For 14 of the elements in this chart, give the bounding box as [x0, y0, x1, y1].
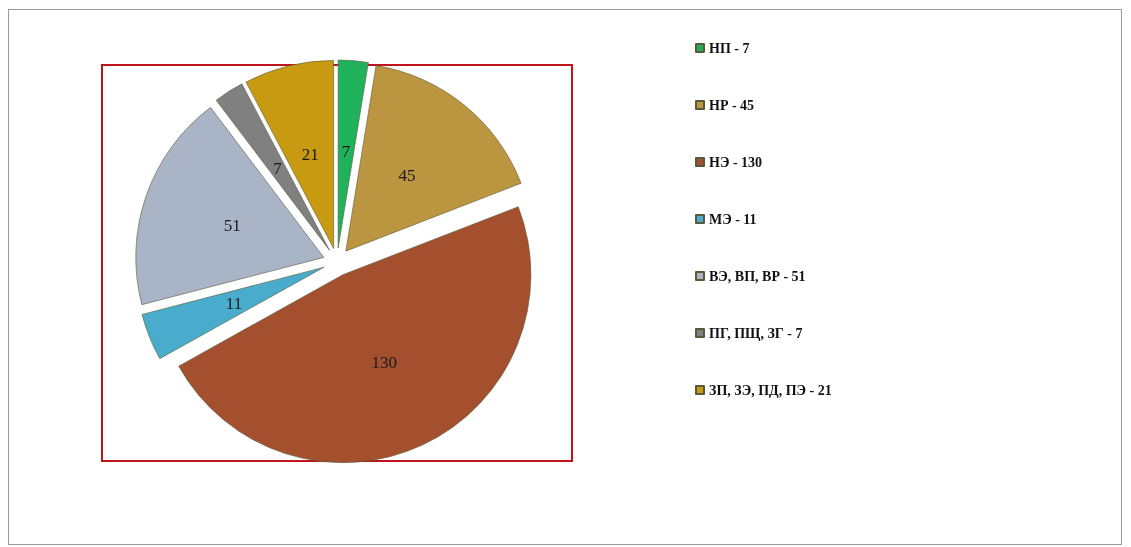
legend-label: НР - 45	[709, 97, 755, 113]
data-label: 7	[273, 158, 283, 178]
data-label: 51	[223, 216, 241, 236]
data-label: 7	[341, 141, 351, 161]
legend-label: НП - 7	[709, 40, 750, 56]
data-label: 21	[301, 144, 319, 164]
legend-label: НЭ - 130	[709, 154, 763, 170]
data-label: 45	[398, 166, 416, 186]
data-label: 130	[371, 352, 397, 372]
legend-label: ВЭ, ВП, ВР - 51	[709, 268, 806, 284]
data-label: 11	[225, 293, 243, 313]
legend-label: ПГ, ПЩ, ЗГ - 7	[709, 325, 803, 341]
legend-label: МЭ - 11	[709, 211, 757, 227]
legend-label: ЗП, ЗЭ, ПД, ПЭ - 21	[709, 382, 832, 398]
